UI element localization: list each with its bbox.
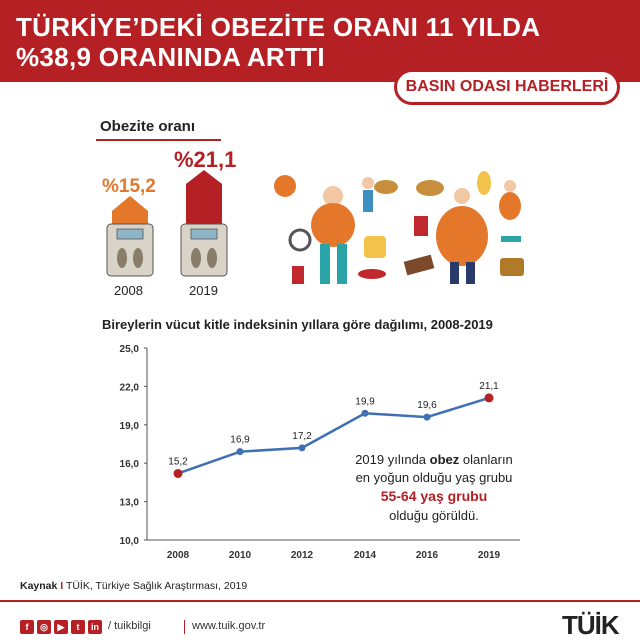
page-title-line2: %38,9 ORANINDA ARTTI: [16, 42, 325, 72]
scale-2008-icon: [106, 196, 154, 277]
footer-divider: [184, 620, 185, 634]
data-label: 16,9: [230, 435, 250, 446]
data-point: [236, 448, 244, 456]
annotation-line1-bold: obez: [430, 452, 460, 467]
data-label: 15,2: [168, 456, 188, 467]
website-link[interactable]: www.tuik.gov.tr: [192, 620, 266, 632]
data-point: [361, 409, 369, 417]
data-point: [423, 413, 431, 421]
x-tick-label: 2012: [291, 550, 314, 561]
obesity-rate-label: Obezite oranı: [100, 118, 196, 135]
data-point: [484, 393, 494, 403]
y-tick-label: 22,0: [120, 382, 140, 393]
y-tick-label: 19,0: [120, 421, 140, 432]
y-tick-label: 16,0: [120, 459, 140, 470]
source-separator: I: [60, 580, 64, 592]
instagram-icon[interactable]: ◎: [37, 620, 51, 634]
obesity-rate-underline: [96, 139, 221, 141]
social-handle[interactable]: / tuikbilgi: [108, 620, 151, 632]
source-text: TÜİK, Türkiye Sağlık Araştırması, 2019: [65, 580, 248, 592]
linkedin-icon[interactable]: in: [88, 620, 102, 634]
twitter-icon[interactable]: t: [71, 620, 85, 634]
youtube-icon[interactable]: ▶: [54, 620, 68, 634]
scale-2019-icon: [180, 170, 228, 277]
x-tick-label: 2014: [354, 550, 377, 561]
annotation-line1-start: 2019 yılında: [355, 452, 427, 467]
footer: f ◎ ▶ t in / tuikbilgi www.tuik.gov.tr T…: [0, 600, 640, 640]
facebook-icon[interactable]: f: [20, 620, 34, 634]
chart-annotation: 2019 yılında obez olanların en yoğun old…: [355, 452, 513, 523]
press-room-badge[interactable]: BASIN ODASI HABERLERİ: [394, 69, 620, 105]
data-points: [173, 393, 494, 478]
annotation-highlight: 55-64 yaş grubu: [381, 488, 488, 504]
bmi-line-chart: 10,0 13,0 16,0 19,0 22,0 25,0 2008 2010 2012 201…: [120, 344, 520, 561]
obesity-year-2019: 2019: [189, 283, 218, 298]
annotation-line4: olduğu görüldü.: [389, 508, 479, 523]
x-ticks: 2008 2010 2012 2014 2016 2019: [167, 550, 501, 561]
source-label: Kaynak: [20, 580, 58, 592]
press-room-badge-label: BASIN ODASI HABERLERİ: [405, 78, 609, 95]
obesity-value-2019: %21,1: [174, 147, 237, 172]
obesity-illustration: [274, 171, 524, 284]
y-tick-label: 25,0: [120, 344, 140, 355]
x-tick-label: 2016: [416, 550, 439, 561]
data-label: 19,9: [355, 396, 375, 407]
data-point: [298, 444, 306, 452]
data-point: [173, 468, 183, 478]
data-label: 17,2: [292, 431, 312, 442]
data-label: 19,6: [417, 400, 437, 411]
annotation-line1-end: olanların: [463, 452, 513, 467]
source-note: Kaynak I TÜİK, Türkiye Sağlık Araştırmas…: [20, 580, 247, 592]
y-ticks: 10,0 13,0 16,0 19,0 22,0 25,0: [120, 344, 147, 547]
chart-title: Bireylerin vücut kitle indeksinin yıllar…: [102, 317, 493, 332]
y-tick-label: 10,0: [120, 536, 140, 547]
series-line: [177, 396, 490, 475]
header-banner: TÜRKİYE’DEKİ OBEZİTE ORANI 11 YILDA %38,…: [0, 0, 640, 82]
data-label: 21,1: [479, 381, 499, 392]
x-tick-label: 2008: [167, 550, 190, 561]
y-tick-label: 13,0: [120, 498, 140, 509]
social-icons: f ◎ ▶ t in: [20, 620, 102, 634]
annotation-line2: en yoğun olduğu yaş grubu: [356, 470, 513, 485]
page-title-line1: TÜRKİYE’DEKİ OBEZİTE ORANI 11 YILDA: [16, 12, 541, 42]
x-tick-label: 2019: [478, 550, 501, 561]
x-tick-label: 2010: [229, 550, 252, 561]
obesity-year-2008: 2008: [114, 283, 143, 298]
page-title: TÜRKİYE’DEKİ OBEZİTE ORANI 11 YILDA %38,…: [16, 12, 540, 72]
data-labels: 15,2 16,9 17,2 19,9 19,6 21,1: [168, 381, 499, 468]
svg-text:2019 yılında obez: 2019 yılında obez olanların: [355, 452, 513, 467]
tuik-logo: TÜİK: [562, 610, 620, 640]
obesity-value-2008: %15,2: [102, 176, 156, 197]
